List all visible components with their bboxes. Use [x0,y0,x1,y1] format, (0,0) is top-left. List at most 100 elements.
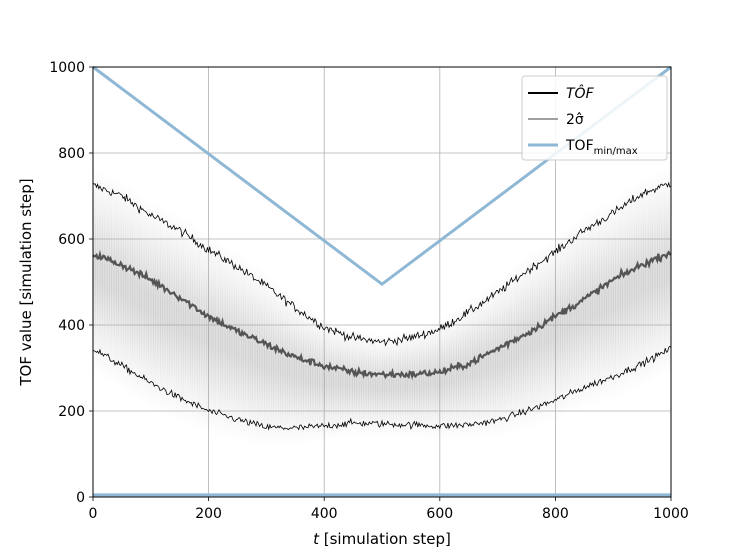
shade-strip [132,186,136,399]
shade-strip [379,333,383,437]
x-tick-label: 800 [542,506,569,522]
shade-strip [245,257,249,444]
x-tick-label: 200 [195,506,222,522]
plot-frame [92,66,672,498]
shade-strip [305,304,309,445]
shade-strip [492,281,496,439]
y-tick-label: 400 [58,318,85,334]
shade-strip [363,331,367,436]
shade-strip [340,324,344,438]
shade-strip [449,311,452,440]
shade-strip [372,332,376,437]
shade-strip [490,282,494,439]
shade-strip [518,261,522,433]
shade-strip [585,211,589,409]
shade-strip [631,182,635,393]
shade-strip [458,305,462,440]
series-line-lower [92,345,672,431]
shade-strip [190,221,193,428]
shade-strip [187,219,191,427]
shade-strip [183,216,186,426]
shade-strip [173,211,177,422]
legend-label-tof-hat: TÔF [566,84,595,102]
shade-strip [573,220,577,414]
shade-strip [513,264,517,434]
shade-strip [620,190,623,398]
shade-strip [412,327,415,438]
shade-strip [583,213,586,410]
shade-strip [527,254,531,430]
shade-strip [338,323,341,439]
shade-strip [592,207,596,407]
shade-strip [418,325,422,439]
shade-strip [402,330,406,438]
shade-strip [254,264,258,446]
shade-strip [543,242,547,425]
shade-strip [587,210,591,409]
shade-strip [654,171,658,381]
shade-strip [93,168,96,374]
ticks: 0 200 400 600 800 1000 0 200 400 600 800 1000 [49,60,688,522]
shade-strip [273,278,277,448]
shade-strip [314,311,318,443]
shade-strip [164,206,168,417]
series-line-upper [92,181,672,347]
shade-strip [453,308,457,440]
shade-strip [409,328,413,438]
shade-strip [640,176,644,389]
shade-strip [259,267,263,447]
shade-strip [627,185,630,395]
shade-strip [391,332,395,437]
shade-strip [499,276,503,438]
shade-strip [435,319,438,440]
shade-strip [199,227,203,432]
shade-strip [104,172,108,381]
shade-strip [509,268,512,435]
shade-strip [555,234,559,421]
shade-strip [268,274,272,448]
shade-strip [277,282,281,448]
shade-strip [224,243,228,439]
shade-strip [365,331,369,436]
shade-strip [608,198,612,402]
shade-strip [257,265,260,447]
shade-strip [497,277,501,439]
shade-strip [358,330,362,436]
shade-strip [569,224,573,416]
shade-strip [317,313,321,443]
shade-strip [160,204,163,415]
shade-strip [520,259,524,432]
shade-strip [645,174,649,386]
shade-strip [384,333,388,437]
shade-strip [136,190,140,402]
shade-strip [148,198,152,409]
shade-strip [111,175,115,386]
x-tick-label: 600 [426,506,453,522]
shade-strip [333,321,337,440]
shade-strip [123,180,126,393]
shade-strip [243,255,247,444]
shade-strip [97,170,101,377]
shade-strip [324,317,328,441]
shade-strip [382,333,385,437]
legend-box [521,75,668,161]
shade-strip [321,316,325,442]
shade-strip [326,318,330,441]
shade-strip [444,314,448,440]
shade-strip [481,289,485,440]
shade-strip [342,325,346,438]
shade-strip [546,241,549,424]
shade-strip [303,302,307,445]
shade-strip [395,331,399,437]
shade-strip [416,326,420,438]
shade-strip [250,260,254,445]
shade-strip [356,330,360,436]
shade-strip [603,201,607,404]
shade-strip [393,331,397,437]
shade-strip [495,279,499,439]
shade-strip [652,172,656,383]
shade-strip [231,247,235,441]
shade-strip [428,322,432,439]
shade-strip [437,318,441,440]
shade-strip [169,209,173,419]
